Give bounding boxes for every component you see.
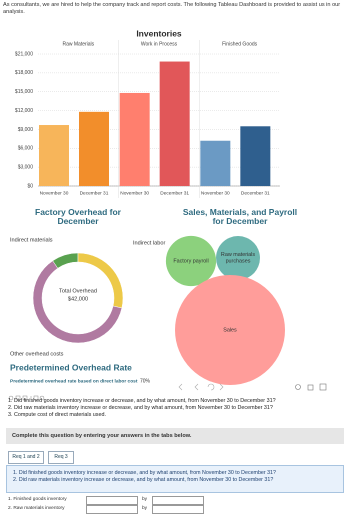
row-label: 1. Finished goods inventory [8, 497, 67, 502]
section-title: Predetermined Overhead Rate [10, 362, 132, 372]
bubble [216, 236, 260, 280]
bubble [175, 275, 285, 385]
slice-label: Indirect labor [133, 240, 165, 246]
chart-title: Inventories [136, 28, 182, 38]
bar [79, 111, 109, 186]
slice-label: Other overhead costs [10, 351, 64, 357]
toolbar [8, 388, 46, 401]
x-tick-label: November 30 [201, 190, 230, 196]
panel-header: Raw Materials [62, 41, 94, 47]
dashboard-nav [178, 378, 328, 391]
input[interactable] [152, 505, 204, 514]
row-label: 2. Raw materials inventory [8, 506, 65, 511]
req-question: 1. Did finished goods inventory increase… [13, 470, 276, 476]
bar [200, 140, 231, 186]
bar [39, 125, 69, 186]
bar [159, 61, 190, 186]
bubble-label: Factory payroll [173, 258, 208, 264]
panel-header: Finished Goods [222, 41, 258, 47]
panel-header: Work in Process [141, 41, 178, 47]
chart-title: Sales, Materials, and Payroll for Decembe… [183, 207, 297, 226]
by-text: by [142, 497, 148, 502]
req-question: 2. Did raw materials inventory increase … [13, 477, 274, 483]
donut-slice [32, 260, 123, 344]
table-row: 2. Raw materials inventory by [6, 505, 206, 514]
dashboard: Inventories $0 $3,000 $6,000 $9,000 $12,000 $1… [10, 28, 297, 385]
slice-label: Indirect materials [10, 237, 53, 243]
center-label: Total Overhead [59, 288, 97, 294]
y-tick-label: $0 [27, 183, 33, 189]
y-tick-label: $12,000 [15, 108, 33, 114]
bubble-label: Sales [223, 327, 237, 333]
instruction: Complete this question by entering your … [6, 428, 344, 444]
y-tick-label: $3,000 [18, 164, 34, 170]
x-tick-label: November 30 [40, 190, 69, 196]
x-tick-label: November 30 [120, 190, 149, 196]
bubble [165, 235, 217, 287]
nav-icons [178, 383, 327, 391]
bar [240, 126, 271, 186]
table-row: 1. Finished goods inventory by [6, 496, 206, 505]
bar [119, 92, 150, 186]
req-box: 1. Did finished goods inventory increase… [6, 465, 344, 493]
x-tick-label: December 31 [241, 190, 270, 196]
input[interactable] [86, 496, 138, 505]
intro-text: As consultants, we are hired to help the… [3, 2, 341, 15]
bubble-label: Raw materials purchases [221, 252, 255, 264]
by-text: by [142, 506, 148, 511]
y-tick-label: $18,000 [15, 70, 33, 76]
y-tick-label: $9,000 [18, 127, 34, 133]
y-tick-label: $21,000 [15, 51, 33, 57]
question: 2. Did raw materials inventory increase … [8, 405, 273, 411]
rate-value: 70% [140, 378, 151, 384]
tab[interactable]: Req 1 and 2 [8, 451, 44, 464]
rate-label: Predetermined overhead rate based on dir… [10, 378, 138, 384]
center-text: $42,000 [68, 296, 88, 302]
tab[interactable]: Req 3 [48, 451, 74, 464]
question: 3. Compute cost of direct materials used… [8, 412, 106, 418]
chart-title: Factory Overhead for December [35, 207, 122, 226]
question: 1. Did finished goods inventory increase… [8, 398, 276, 404]
input[interactable] [86, 505, 138, 514]
y-tick-label: $15,000 [15, 89, 33, 95]
toolbar-icons [8, 395, 45, 401]
x-tick-label: December 31 [80, 190, 109, 196]
x-tick-label: December 31 [160, 190, 189, 196]
input[interactable] [152, 496, 204, 505]
y-tick-label: $6,000 [18, 146, 34, 152]
